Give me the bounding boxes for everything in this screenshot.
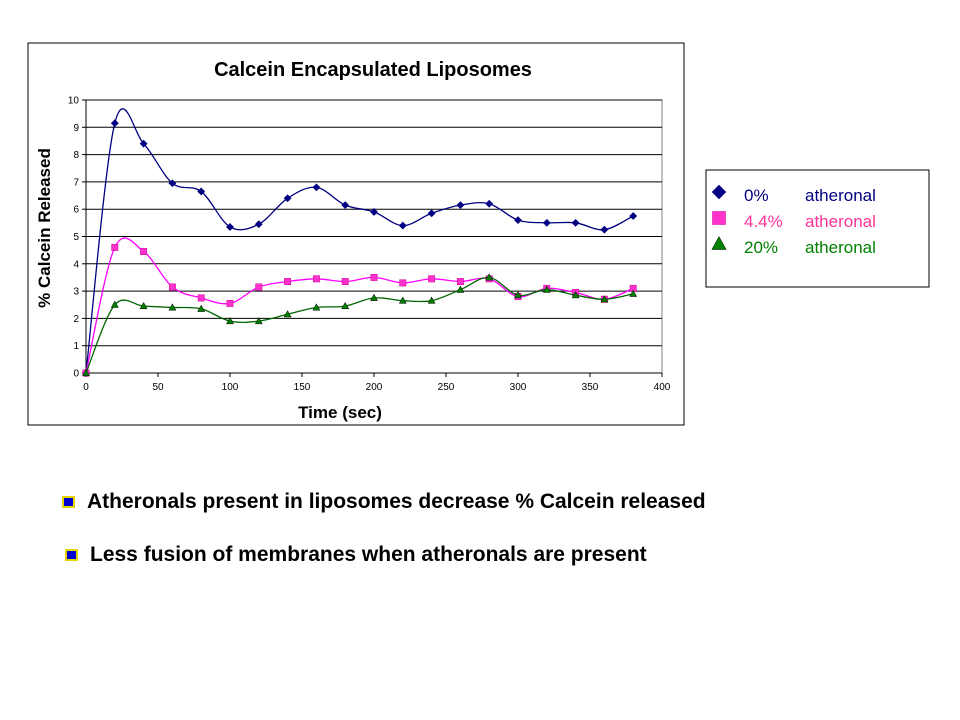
y-tick-label: 3 bbox=[73, 287, 79, 298]
data-point-diamond bbox=[312, 183, 321, 192]
data-point-triangle bbox=[456, 285, 465, 293]
y-tick-label: 10 bbox=[68, 96, 80, 107]
legend-triangle-icon bbox=[711, 236, 727, 250]
legend-square-icon bbox=[712, 211, 726, 225]
data-point-triangle bbox=[370, 293, 378, 301]
data-point-triangle bbox=[485, 273, 494, 281]
bullet-text-2: Less fusion of membranes when atheronals… bbox=[90, 543, 647, 566]
data-point-diamond bbox=[427, 209, 436, 218]
legend-label-2: atheronal bbox=[805, 238, 876, 257]
data-point-square bbox=[456, 278, 464, 285]
x-tick-label: 50 bbox=[152, 382, 164, 393]
data-point-square bbox=[197, 294, 205, 302]
data-point-triangle bbox=[629, 289, 638, 297]
data-point-diamond bbox=[139, 139, 148, 148]
data-point-diamond bbox=[197, 187, 206, 196]
y-tick-label: 5 bbox=[73, 232, 79, 243]
x-tick-label: 400 bbox=[654, 382, 671, 393]
data-point-triangle bbox=[197, 304, 206, 312]
y-tick-label: 7 bbox=[73, 177, 79, 188]
data-point-diamond bbox=[629, 212, 638, 220]
x-tick-label: 100 bbox=[222, 382, 239, 393]
data-point-square bbox=[140, 248, 148, 255]
legend-diamond-icon bbox=[711, 184, 727, 200]
data-point-triangle bbox=[168, 303, 177, 311]
legend-box bbox=[705, 169, 930, 288]
data-point-diamond bbox=[168, 179, 177, 188]
y-tick-label: 4 bbox=[73, 259, 79, 270]
x-axis-title: Time (sec) bbox=[298, 403, 382, 422]
data-point-diamond bbox=[341, 201, 350, 210]
bullet-item-1: Atheronals present in liposomes decrease… bbox=[62, 490, 706, 514]
data-point-square bbox=[312, 275, 320, 283]
y-tick-label: 1 bbox=[73, 341, 79, 352]
y-tick-label: 2 bbox=[73, 314, 79, 325]
square-bullet-icon bbox=[65, 549, 78, 561]
data-point-triangle bbox=[312, 303, 321, 311]
data-point-triangle bbox=[139, 301, 148, 310]
legend-pct-1: 4.4% bbox=[744, 212, 783, 231]
data-point-triangle bbox=[82, 368, 90, 376]
data-point-triangle bbox=[110, 300, 119, 308]
data-point-diamond bbox=[600, 225, 609, 234]
data-point-diamond bbox=[398, 221, 407, 230]
series-layer bbox=[82, 108, 638, 377]
legend-label-1: atheronal bbox=[805, 212, 876, 231]
x-tick-label: 350 bbox=[582, 382, 599, 393]
data-point-triangle bbox=[542, 285, 551, 293]
data-point-triangle bbox=[254, 316, 263, 325]
data-point-square bbox=[226, 299, 234, 307]
data-point-square bbox=[111, 243, 119, 251]
y-tick-label: 8 bbox=[73, 150, 79, 161]
data-point-square bbox=[399, 279, 407, 287]
data-point-diamond bbox=[370, 208, 378, 216]
legend-pct-0: 0% bbox=[744, 186, 769, 205]
data-point-square bbox=[341, 278, 349, 285]
data-point-diamond bbox=[514, 216, 522, 225]
x-tick-label: 150 bbox=[294, 382, 311, 393]
data-point-triangle bbox=[341, 301, 350, 310]
data-point-square bbox=[370, 274, 378, 281]
x-tick-label: 300 bbox=[510, 382, 527, 393]
data-point-triangle bbox=[514, 290, 522, 299]
bullet-item-2: Less fusion of membranes when atheronals… bbox=[65, 543, 647, 567]
legend-pct-2: 20% bbox=[744, 238, 778, 257]
y-tick-label: 9 bbox=[73, 123, 79, 134]
data-point-square bbox=[284, 278, 292, 285]
bullet-text-1: Atheronals present in liposomes decrease… bbox=[87, 490, 706, 513]
data-point-triangle bbox=[571, 290, 580, 299]
y-tick-label: 6 bbox=[73, 205, 79, 216]
data-point-diamond bbox=[456, 201, 465, 210]
chart-title: Calcein Encapsulated Liposomes bbox=[214, 59, 532, 81]
x-tick-label: 0 bbox=[83, 382, 89, 393]
square-bullet-icon bbox=[62, 496, 75, 508]
data-point-diamond bbox=[110, 119, 119, 128]
data-point-diamond bbox=[283, 194, 292, 203]
x-tick-label: 200 bbox=[366, 382, 383, 393]
data-point-square bbox=[255, 283, 263, 291]
data-point-diamond bbox=[542, 218, 551, 227]
data-point-diamond bbox=[254, 220, 263, 229]
data-point-triangle bbox=[226, 316, 234, 325]
data-point-triangle bbox=[398, 296, 407, 304]
legend: 0% atheronal 4.4% atheronal 20% atheronal bbox=[711, 184, 876, 257]
x-tick-label: 250 bbox=[438, 382, 455, 393]
gridlines bbox=[86, 99, 662, 347]
data-point-diamond bbox=[226, 223, 234, 231]
y-axis-title: % Calcein Released bbox=[35, 148, 54, 308]
data-point-diamond bbox=[571, 218, 580, 227]
legend-label-0: atheronal bbox=[805, 186, 876, 205]
data-point-diamond bbox=[485, 199, 494, 208]
data-point-triangle bbox=[427, 296, 436, 304]
data-point-square bbox=[168, 283, 176, 291]
data-point-square bbox=[428, 275, 436, 283]
data-point-triangle bbox=[283, 310, 292, 318]
data-point-triangle bbox=[600, 295, 609, 303]
y-tick-label: 0 bbox=[73, 369, 79, 380]
